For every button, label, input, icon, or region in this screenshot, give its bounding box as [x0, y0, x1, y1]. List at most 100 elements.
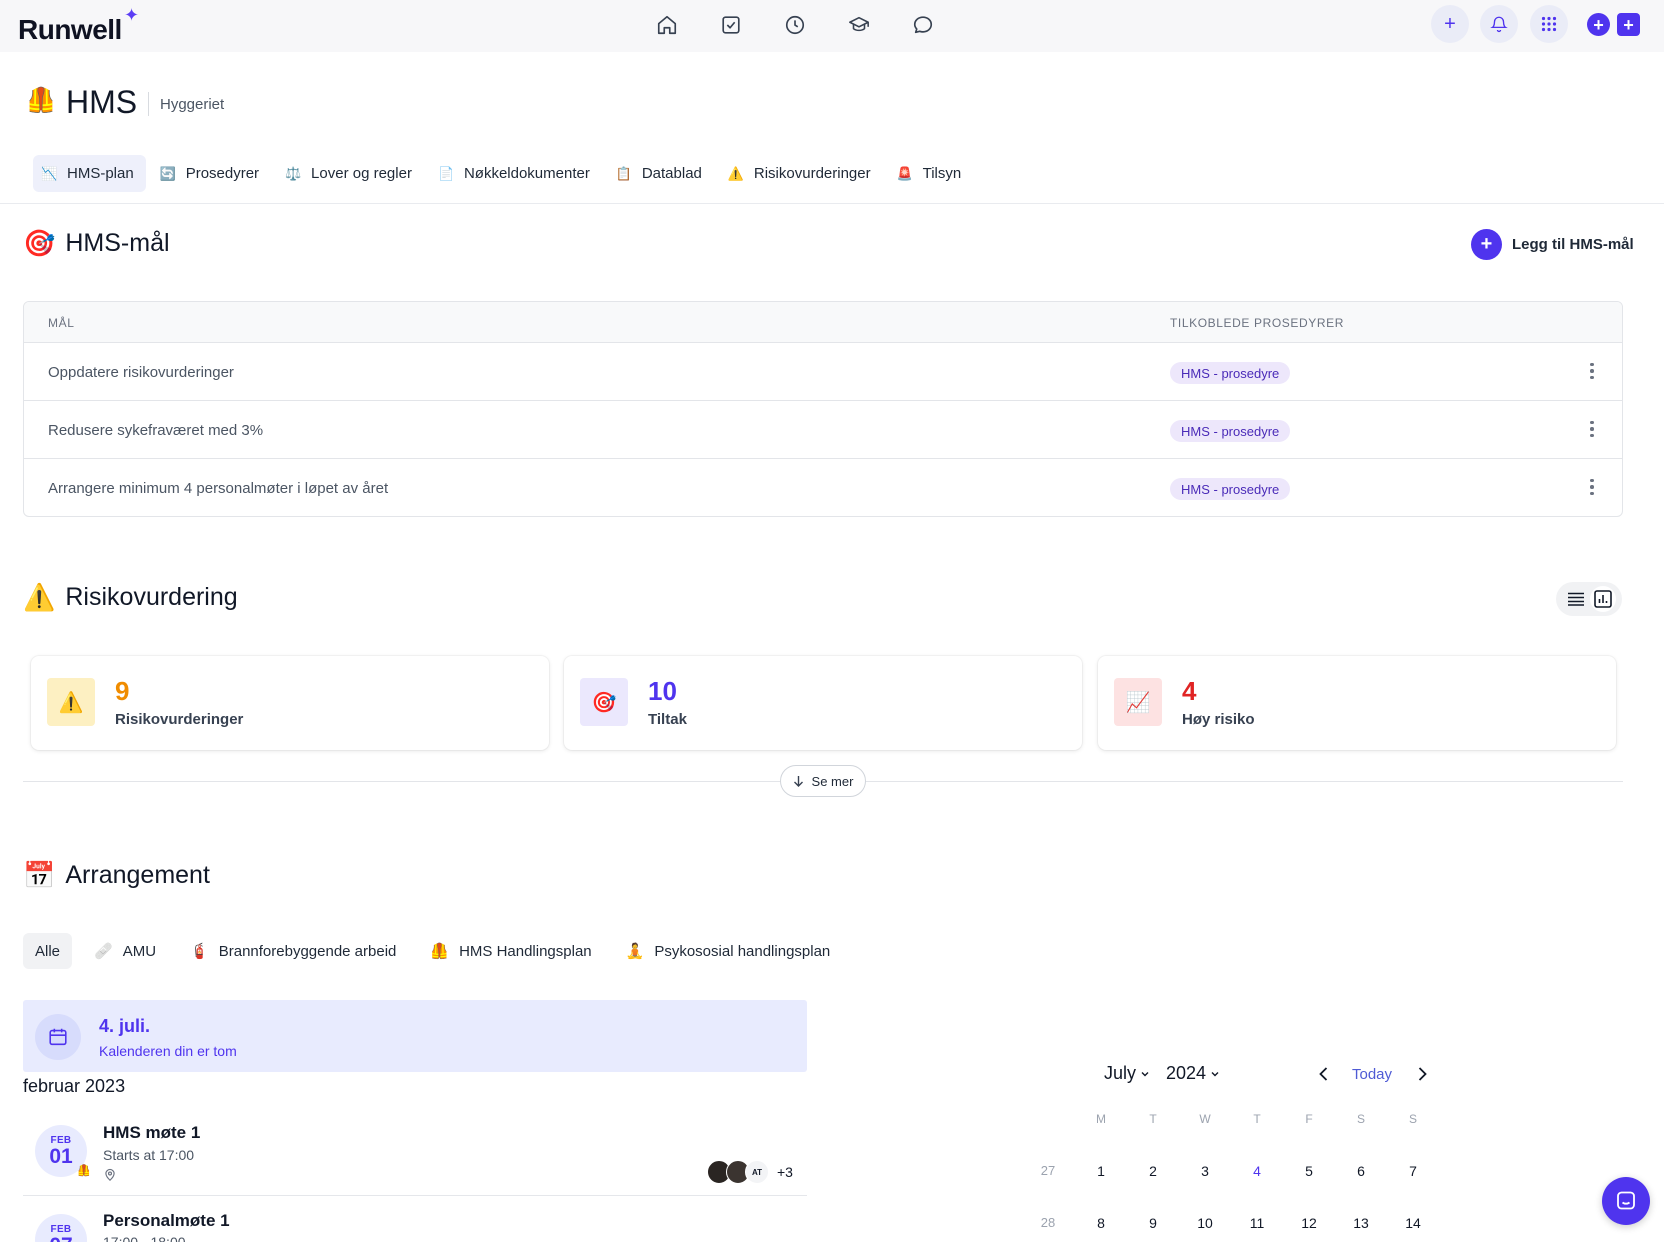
event-divider	[23, 1195, 807, 1196]
stat-label: Tiltak	[648, 711, 687, 728]
list-view-button[interactable]	[1563, 586, 1589, 612]
stat-card-risikovurderinger[interactable]: ⚠️ 9 Risikovurderinger	[31, 656, 549, 750]
home-icon[interactable]	[653, 11, 681, 39]
add-goal-button[interactable]: + Legg til HMS-mål	[1471, 229, 1634, 260]
weekday-label: S	[1408, 1112, 1417, 1126]
calendar-day[interactable]: 13	[1353, 1215, 1369, 1231]
calendar-month: July	[1104, 1063, 1137, 1083]
tab-label: Datablad	[641, 165, 702, 182]
filter-psykososial[interactable]: 🧘 Psykososial handlingsplan	[614, 933, 843, 969]
table-row[interactable]: Arrangere minimum 4 personalmøter i løpe…	[24, 459, 1622, 516]
filter-label: HMS Handlingsplan	[459, 942, 592, 960]
siren-icon: 🚨	[896, 165, 913, 181]
calendar-day[interactable]: 10	[1197, 1215, 1213, 1231]
stat-card-hoy-risiko[interactable]: 📈 4 Høy risiko	[1098, 656, 1616, 750]
event-item[interactable]: FEB 01 🦺 HMS møte 1 Starts at 17:00 AT +…	[23, 1123, 807, 1195]
tab-prosedyrer[interactable]: 🔄 Prosedyrer	[152, 155, 271, 192]
table-row[interactable]: Redusere sykefraværet med 3% HMS - prose…	[24, 401, 1622, 459]
tab-hms-plan[interactable]: 📉 HMS-plan	[33, 155, 146, 192]
filter-amu[interactable]: 🩹 AMU	[82, 933, 168, 969]
chart-view-button[interactable]	[1589, 586, 1616, 612]
chat-bubble-icon	[1617, 1191, 1635, 1210]
see-more-button[interactable]: Se mer	[780, 765, 866, 797]
notifications-button[interactable]	[1480, 5, 1518, 43]
page-title: HMS	[66, 84, 138, 120]
clipboard-icon: 📋	[615, 165, 633, 181]
warning-icon: ⚠️	[23, 582, 56, 612]
workspace-button[interactable]: +	[1617, 13, 1640, 36]
runwell-logo[interactable]: Runwell	[18, 14, 122, 45]
chevron-right-icon[interactable]	[1412, 1064, 1432, 1089]
filter-hms-handlingsplan[interactable]: 🦺 HMS Handlingsplan	[418, 933, 603, 969]
page-subtitle: Hyggeriet	[160, 96, 225, 113]
attendees[interactable]: AT +3	[707, 1160, 793, 1184]
stat-value: 4	[1182, 676, 1197, 706]
calendar-day[interactable]: 5	[1305, 1163, 1313, 1179]
tab-tilsyn[interactable]: 🚨 Tilsyn	[889, 155, 974, 192]
list-icon	[1567, 592, 1584, 606]
warning-icon: ⚠️	[727, 165, 745, 181]
add-button[interactable]: +	[1431, 5, 1469, 43]
tab-datablad[interactable]: 📋 Datablad	[608, 155, 714, 192]
avatar: AT	[745, 1160, 769, 1184]
stat-card-tiltak[interactable]: 🎯 10 Tiltak	[564, 656, 1082, 750]
calendar-day[interactable]: 4	[1253, 1163, 1261, 1179]
calendar-day[interactable]: 11	[1249, 1215, 1265, 1231]
goals-title: HMS-mål	[65, 229, 170, 257]
calendar-year: 2024	[1166, 1063, 1207, 1083]
tab-lover-og-regler[interactable]: ⚖️ Lover og regler	[277, 155, 424, 192]
tab-label: HMS-plan	[67, 165, 134, 182]
filter-alle[interactable]: Alle	[23, 933, 73, 969]
filter-brannforebyggende[interactable]: 🧯 Brannforebyggende arbeid	[178, 933, 408, 969]
tab-risikovurderinger[interactable]: ⚠️ Risikovurderinger	[720, 155, 883, 192]
event-item[interactable]: FEB 07 Personalmøte 1 17:00 - 18:00	[23, 1211, 807, 1242]
support-chat-button[interactable]	[1602, 1177, 1650, 1225]
calendar-day[interactable]: 6	[1357, 1163, 1365, 1179]
event-time: Starts at 17:00	[103, 1147, 195, 1163]
calendar-today-button[interactable]: Today	[1352, 1066, 1393, 1083]
education-icon[interactable]	[845, 11, 873, 39]
chevron-left-icon[interactable]	[1314, 1064, 1334, 1089]
apps-button[interactable]	[1530, 5, 1568, 43]
bandage-icon: 🩹	[94, 943, 113, 960]
arrow-down-icon	[793, 776, 803, 787]
tasks-icon[interactable]	[717, 11, 745, 39]
calendar-year-select[interactable]: 2024	[1166, 1063, 1220, 1084]
target-icon: 🎯	[23, 228, 56, 258]
chevron-down-icon	[1211, 1071, 1219, 1076]
calendar-month-select[interactable]: July	[1104, 1063, 1150, 1084]
logo-star-icon: ✦	[124, 5, 140, 25]
calendar-day[interactable]: 9	[1149, 1215, 1157, 1231]
refresh-icon: 🔄	[159, 165, 176, 181]
calendar-day[interactable]: 12	[1301, 1215, 1317, 1231]
events-heading: 📅 Arrangement	[23, 860, 210, 891]
goals-heading: 🎯 HMS-mål	[23, 228, 170, 259]
weekday-label: S	[1356, 1112, 1365, 1126]
event-month-heading: februar 2023	[23, 1076, 126, 1096]
calendar-day[interactable]: 1	[1097, 1163, 1105, 1179]
clock-icon[interactable]	[781, 11, 809, 39]
filter-label: Alle	[35, 942, 61, 960]
procedure-tag[interactable]: HMS - prosedyre	[1170, 420, 1291, 442]
calendar-day[interactable]: 14	[1405, 1215, 1421, 1231]
chat-icon[interactable]	[909, 11, 937, 39]
calendar-day[interactable]: 2	[1149, 1163, 1157, 1179]
location-pin-icon	[103, 1168, 117, 1187]
meditation-icon: 🧘	[625, 943, 645, 960]
more-options-icon[interactable]	[1584, 476, 1600, 498]
goals-table: MÅL TILKOBLEDE PROSEDYRER Oppdatere risi…	[23, 301, 1623, 517]
tab-nokkeldokumenter[interactable]: 📄 Nøkkeldokumenter	[430, 155, 602, 192]
calendar-day[interactable]: 8	[1097, 1215, 1105, 1231]
table-row[interactable]: Oppdatere risikovurderinger HMS - prosed…	[24, 343, 1622, 401]
procedure-tag[interactable]: HMS - prosedyre	[1170, 362, 1291, 384]
profile-button[interactable]: +	[1587, 13, 1610, 36]
more-options-icon[interactable]	[1584, 418, 1600, 440]
filter-label: Brannforebyggende arbeid	[218, 942, 397, 960]
procedure-tag[interactable]: HMS - prosedyre	[1170, 478, 1291, 500]
calendar-day[interactable]: 7	[1409, 1163, 1417, 1179]
calendar-day[interactable]: 3	[1201, 1163, 1209, 1179]
chevron-down-icon	[1141, 1071, 1149, 1076]
more-options-icon[interactable]	[1584, 360, 1600, 382]
event-date-badge: FEB 01	[35, 1125, 87, 1177]
tab-label: Lover og regler	[311, 165, 412, 182]
